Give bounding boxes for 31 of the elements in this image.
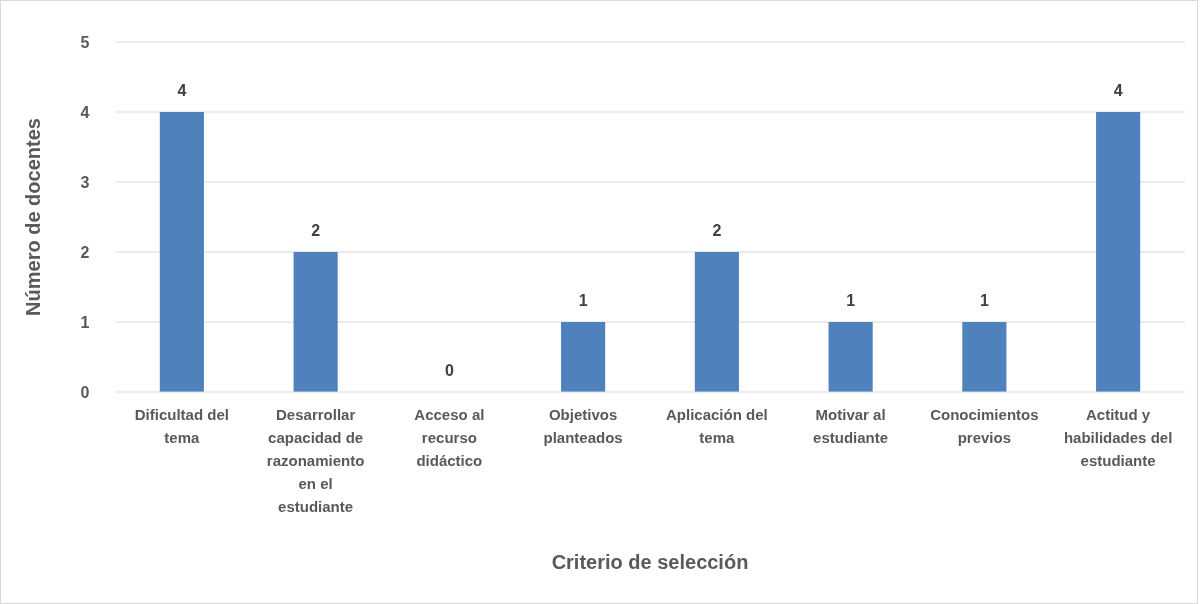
data-label: 2 [311, 222, 321, 239]
y-tick-label: 4 [80, 103, 90, 121]
y-tick-label: 1 [80, 313, 90, 331]
data-label: 4 [177, 82, 187, 99]
data-label: 4 [1113, 82, 1123, 99]
x-tick-label: Actitud y habilidades del estudiante [1063, 406, 1173, 469]
x-tick-label: Objetivos planteados [543, 406, 623, 446]
data-label: 2 [712, 222, 722, 239]
y-tick-label: 0 [80, 383, 90, 401]
x-tick-label: Conocimientos previos [930, 406, 1039, 446]
bar [159, 112, 204, 392]
y-tick-label: 3 [80, 173, 90, 191]
x-tick-label: Aplicación del tema [666, 406, 768, 446]
bar [293, 252, 338, 392]
bar [828, 322, 873, 392]
bar [1096, 112, 1141, 392]
x-tick-label: Desarrollar capacidad de razonamiento en el estudiante [266, 406, 365, 515]
x-tick-label: Dificultad del tema [134, 406, 229, 446]
data-label: 1 [846, 292, 856, 309]
x-tick-label: Motivar al estudiante [813, 406, 889, 446]
x-axis-title: Criterio de selección [551, 551, 749, 573]
bar [962, 322, 1007, 392]
y-tick-label: 5 [80, 33, 90, 51]
data-label: 1 [578, 292, 588, 309]
data-label: 1 [979, 292, 989, 309]
bar [694, 252, 739, 392]
x-tick-label: Acceso al recurso didáctico [414, 406, 485, 469]
y-axis-title: Número de docentes [22, 118, 44, 316]
bar [561, 322, 606, 392]
data-label: 0 [444, 362, 454, 379]
y-tick-label: 2 [80, 243, 90, 261]
